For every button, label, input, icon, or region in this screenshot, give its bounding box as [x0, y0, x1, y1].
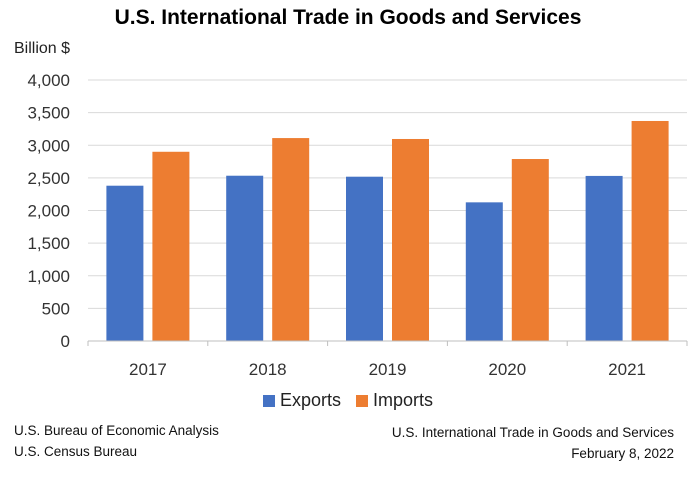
source-bea: U.S. Bureau of Economic Analysis [14, 423, 219, 438]
legend-swatch-exports [262, 394, 275, 407]
x-tick-label: 2021 [608, 360, 646, 379]
bar-imports-2021 [631, 120, 669, 342]
bar-exports-2020 [465, 202, 503, 341]
y-tick-label: 3,000 [27, 136, 70, 155]
x-tick-label: 2019 [369, 360, 407, 379]
bar-exports-2017 [106, 185, 144, 341]
chart-title: U.S. International Trade in Goods and Se… [114, 6, 582, 29]
y-axis-label: Billion $ [14, 40, 71, 57]
source-notes: U.S. Bureau of Economic Analysis U.S. Ce… [14, 420, 219, 462]
y-tick-label: 3,500 [27, 104, 70, 123]
bar-imports-2020 [511, 159, 549, 341]
source-census: U.S. Census Bureau [14, 444, 138, 459]
release-info: U.S. International Trade in Goods and Se… [392, 422, 674, 464]
y-tick-label: 2,000 [27, 202, 70, 221]
release-title: U.S. International Trade in Goods and Se… [391, 425, 674, 440]
legend-label-imports: Imports [373, 390, 434, 410]
y-tick-label: 1,000 [27, 267, 70, 286]
x-tick-label: 2018 [249, 360, 287, 379]
bar-exports-2018 [226, 175, 264, 341]
x-tick-label: 2020 [488, 360, 526, 379]
x-tick-labels: 2017 2018 2019 2020 2021 [129, 360, 646, 379]
bar-imports-2019 [392, 138, 429, 341]
bars [106, 120, 669, 342]
legend-label-exports: Exports [279, 390, 341, 410]
legend-item-exports: Exports [262, 390, 341, 411]
bar-exports-2021 [585, 175, 623, 341]
x-tick-label: 2017 [129, 360, 167, 379]
y-tick-label: 0 [61, 332, 70, 351]
legend-item-imports: Imports [356, 390, 433, 411]
bar-exports-2019 [346, 176, 383, 341]
y-tick-label: 500 [42, 299, 70, 318]
legend: Exports Imports [0, 390, 696, 412]
y-tick-label: 1,500 [27, 234, 70, 253]
legend-swatch-imports [356, 394, 369, 407]
x-axis [87, 340, 688, 346]
bar-imports-2017 [152, 151, 190, 341]
y-tick-label: 2,500 [27, 169, 70, 188]
release-date: February 8, 2022 [571, 446, 674, 461]
y-tick-labels: 0 500 1,000 1,500 2,000 2,500 3,000 3,500 4,000 [27, 71, 70, 351]
bar-imports-2018 [272, 138, 310, 341]
y-tick-label: 4,000 [27, 71, 70, 90]
